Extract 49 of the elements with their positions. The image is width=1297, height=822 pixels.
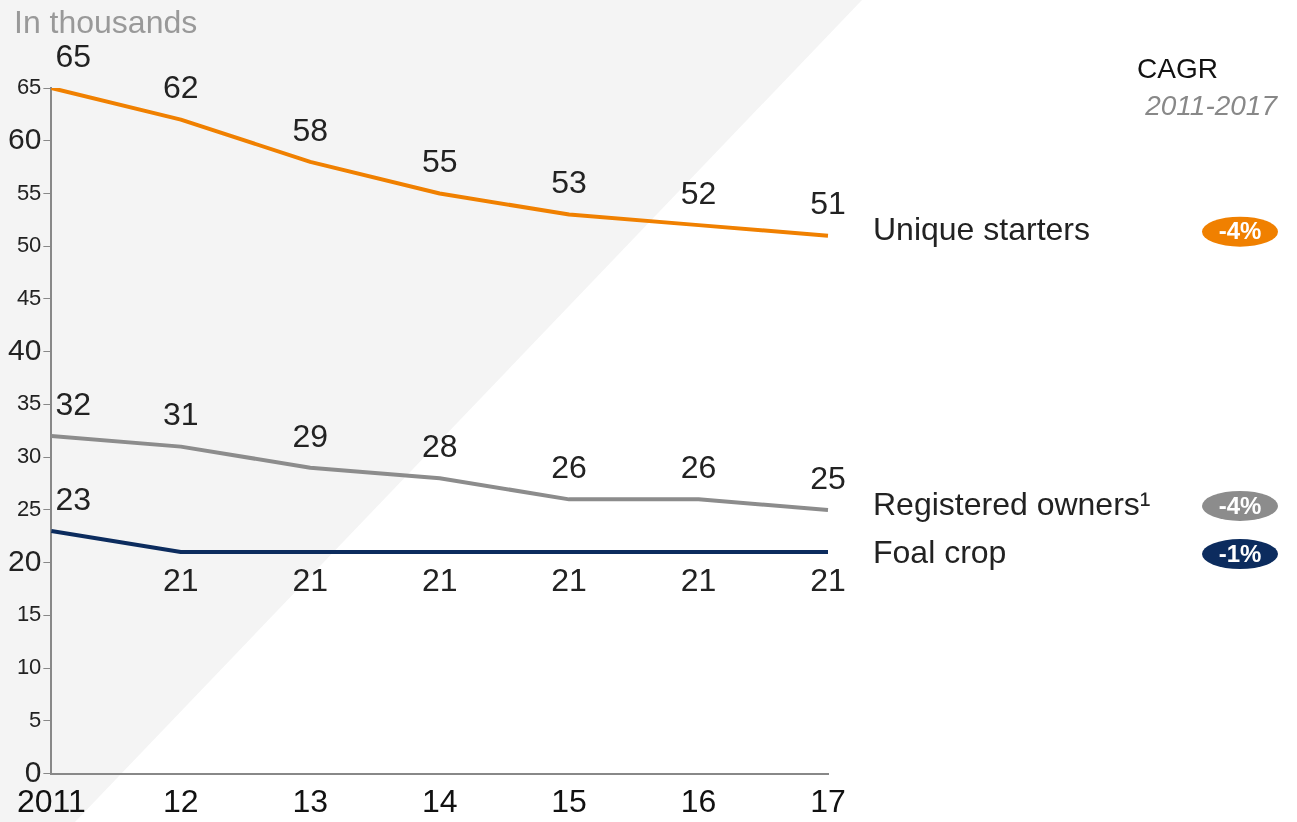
y-tick-label: 35 xyxy=(16,390,42,416)
data-label: 23 xyxy=(55,480,92,517)
y-tick-label: 60 xyxy=(7,122,42,155)
x-tick-label: 12 xyxy=(163,782,199,819)
data-label: 55 xyxy=(421,143,458,180)
y-tick-label: 5 xyxy=(29,706,42,732)
data-label: 31 xyxy=(163,396,199,433)
data-label: 25 xyxy=(810,459,846,496)
series-label: Unique starters xyxy=(873,211,1090,248)
y-tick-label: 65 xyxy=(16,74,42,100)
data-label: 32 xyxy=(55,385,92,422)
data-label: 21 xyxy=(421,561,458,598)
text: 2011-2017 xyxy=(1144,89,1279,121)
legend-label: Registered owners¹ xyxy=(873,485,1151,522)
data-label: 65 xyxy=(55,37,92,74)
x-tick-label: 15 xyxy=(551,782,587,819)
text: CAGR xyxy=(1137,52,1218,84)
data-label: 53 xyxy=(551,164,587,201)
data-label: 21 xyxy=(680,561,717,598)
y-tick-label: 10 xyxy=(16,654,42,680)
y-tick-label: 50 xyxy=(16,232,42,258)
x-tick-label: 14 xyxy=(421,782,458,819)
data-label: 21 xyxy=(551,561,587,598)
text: -4% xyxy=(1218,217,1262,245)
text: -1% xyxy=(1218,539,1262,567)
x-tick-label: 16 xyxy=(680,782,717,819)
text: -4% xyxy=(1218,491,1262,519)
y-tick-label: 20 xyxy=(7,543,42,577)
y-tick-label: 15 xyxy=(16,601,42,627)
y-tick-label: 30 xyxy=(16,443,42,469)
data-label: 28 xyxy=(421,428,458,465)
data-label: 21 xyxy=(163,561,199,598)
y-tick-label: 25 xyxy=(16,495,42,521)
data-label: 29 xyxy=(292,417,329,454)
data-label: 26 xyxy=(680,449,717,486)
data-label: 51 xyxy=(810,185,846,222)
x-tick-label: 13 xyxy=(292,782,329,819)
data-label: 21 xyxy=(292,561,329,598)
series-label: Foal crop xyxy=(873,533,1007,570)
y-tick-label: 55 xyxy=(16,179,42,205)
data-label: 26 xyxy=(551,449,587,486)
data-label: 58 xyxy=(292,111,329,148)
y-tick-label: 40 xyxy=(7,332,42,366)
data-label: 21 xyxy=(810,561,846,598)
data-label: 62 xyxy=(163,69,199,106)
x-tick-label: 17 xyxy=(810,782,846,819)
data-label: 52 xyxy=(680,174,717,211)
y-axis-title: In thousands xyxy=(14,3,198,40)
y-tick-label: 45 xyxy=(16,285,42,311)
